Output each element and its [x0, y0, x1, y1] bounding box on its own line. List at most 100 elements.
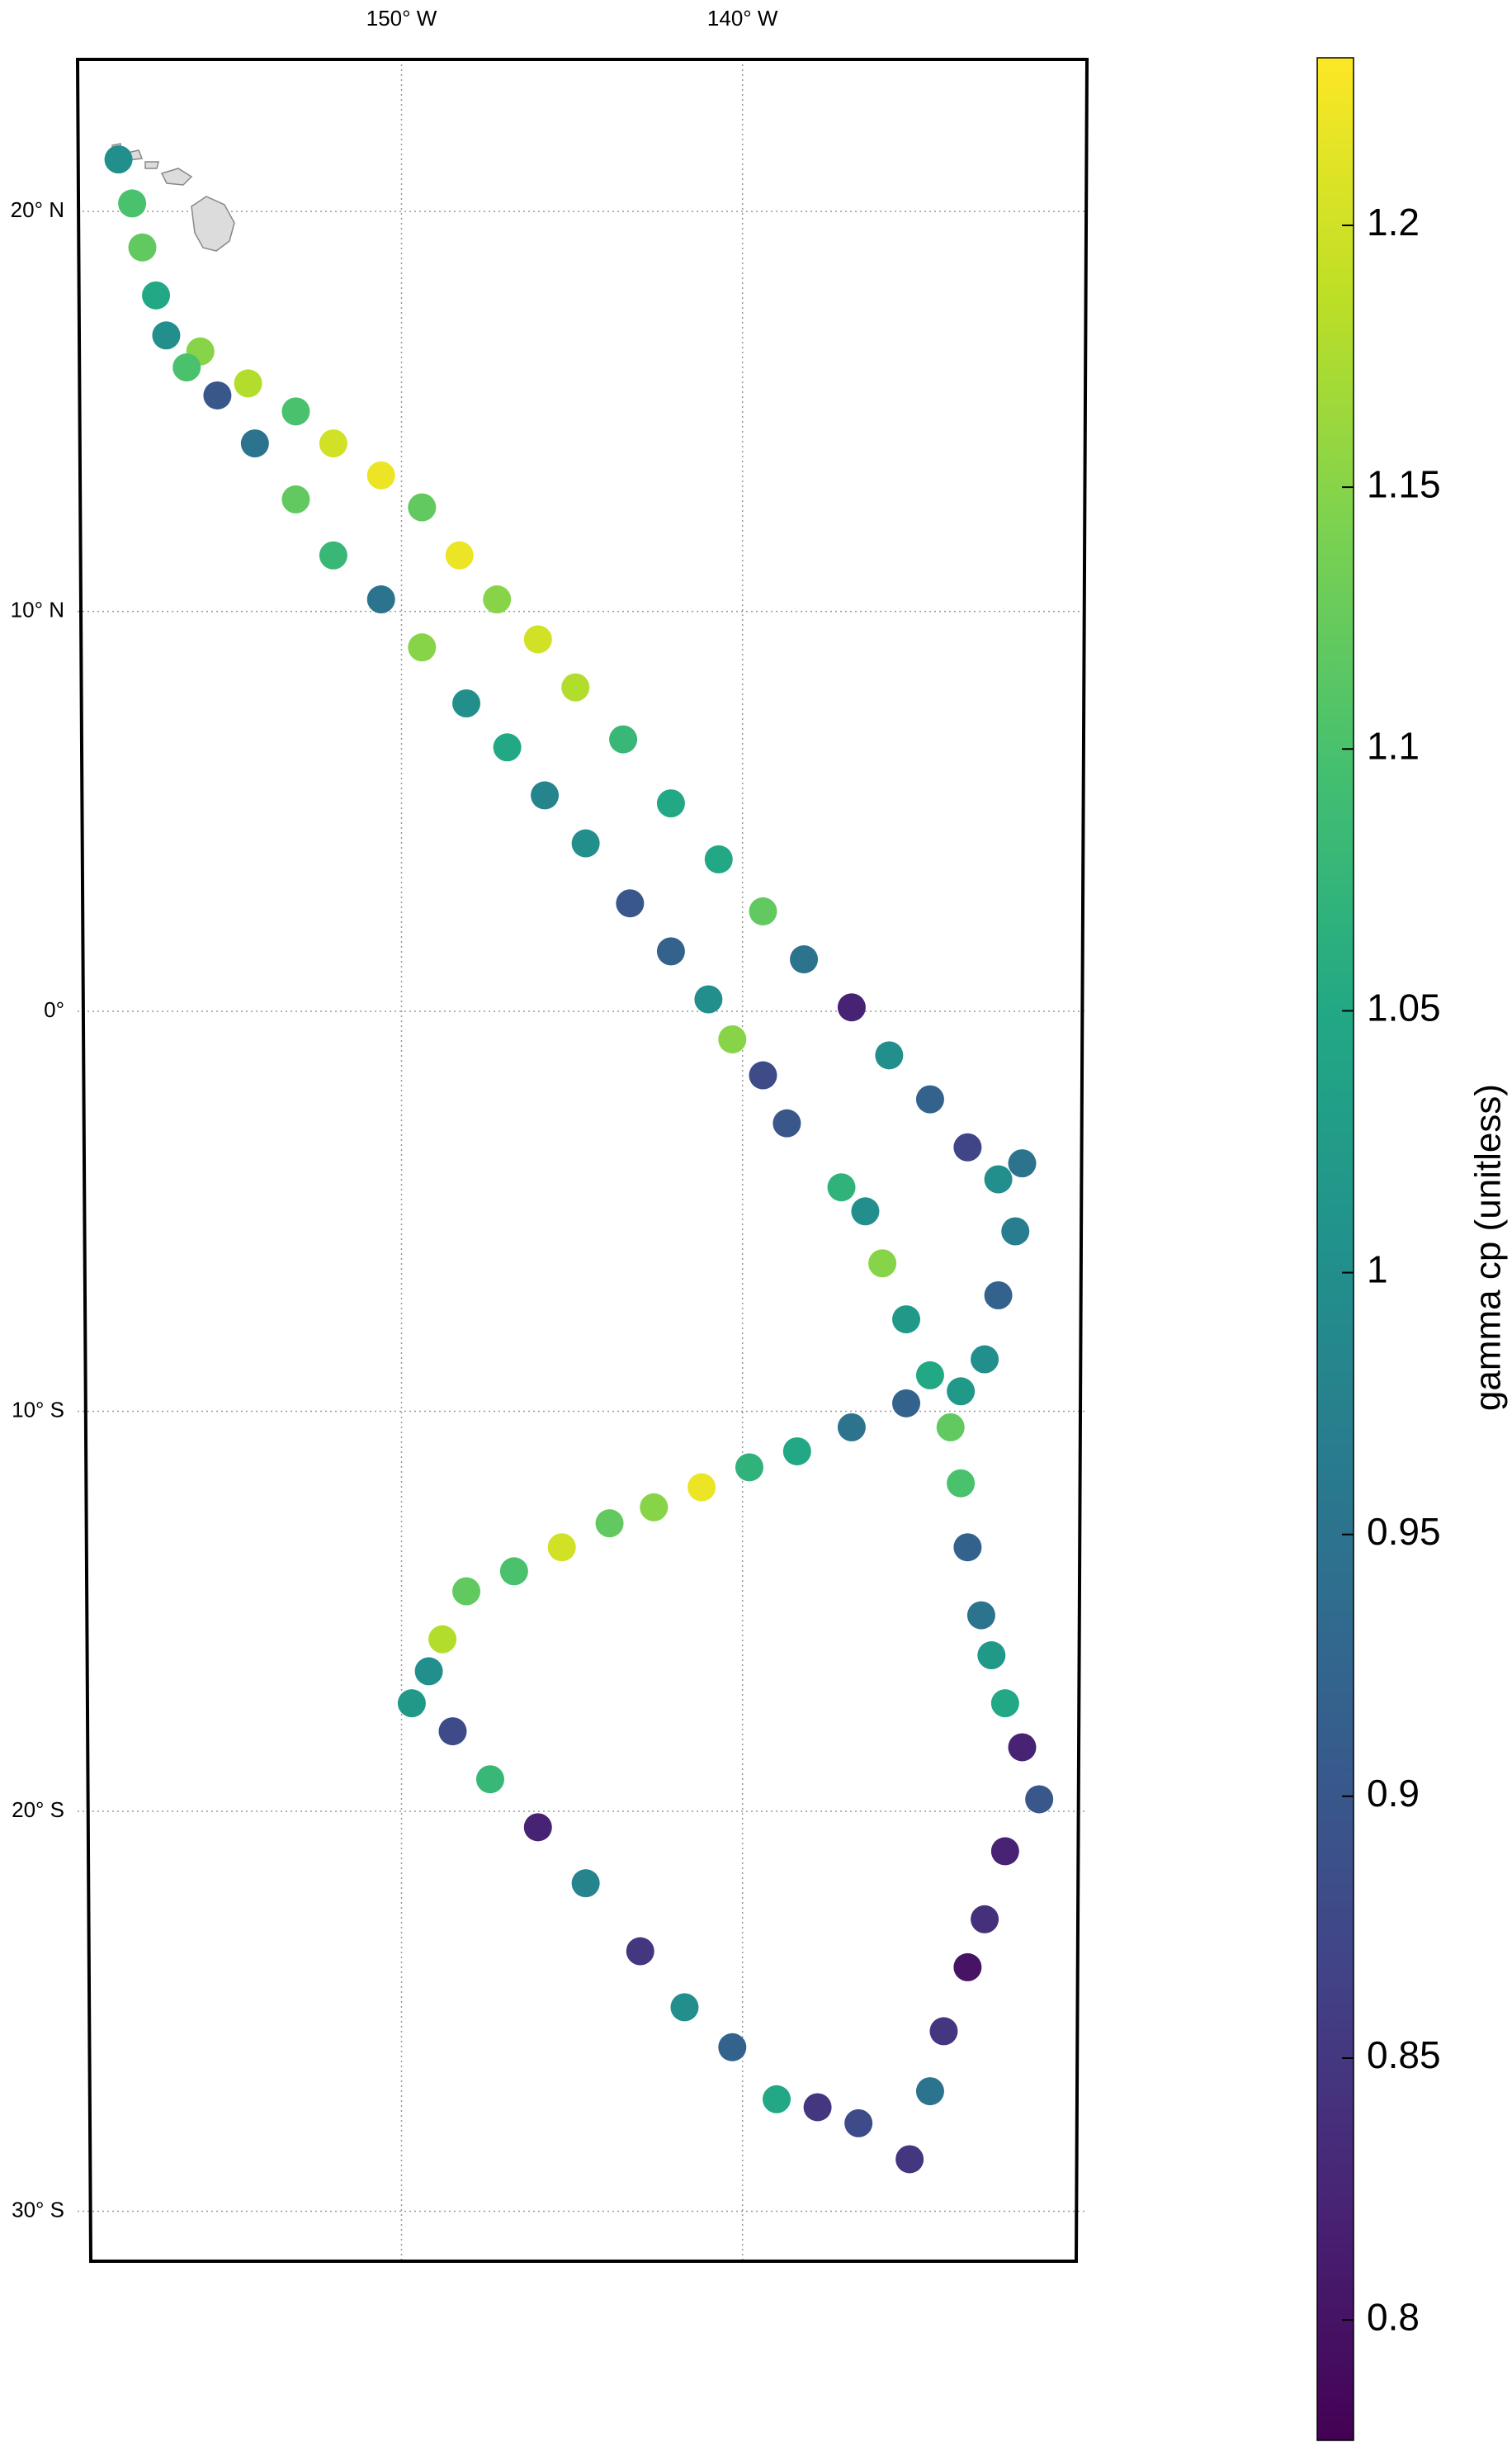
- track-point: [749, 897, 777, 925]
- track-point: [595, 1509, 624, 1538]
- hawaii-islands: [111, 143, 235, 252]
- track-point: [475, 1765, 504, 1794]
- track-point: [977, 1641, 1006, 1670]
- island: [160, 168, 193, 186]
- track-point: [366, 585, 395, 614]
- track-point: [936, 1413, 965, 1441]
- track-point: [128, 233, 157, 262]
- island: [144, 161, 159, 169]
- colorbar: [1316, 57, 1354, 2441]
- colorbar-tick-label: 1.15: [1367, 462, 1441, 505]
- track-point: [234, 369, 262, 398]
- track-point: [104, 145, 133, 174]
- track-point: [735, 1453, 763, 1482]
- track-point: [687, 1473, 716, 1502]
- track-point: [670, 1993, 699, 2022]
- track-point: [892, 1305, 921, 1334]
- track-point: [892, 1389, 921, 1417]
- track-point: [763, 2085, 791, 2113]
- track-point: [929, 2017, 958, 2046]
- track-point: [895, 2145, 924, 2174]
- y-tick-label: 30° S: [12, 2197, 64, 2222]
- track-points: [104, 145, 1054, 2174]
- y-tick-label: 20° S: [12, 1797, 64, 1822]
- track-point: [366, 461, 395, 490]
- track-point: [844, 2108, 873, 2137]
- track-point: [953, 1952, 982, 1981]
- y-tick-label: 20° N: [11, 197, 64, 222]
- track-point: [408, 493, 437, 522]
- track-point: [319, 429, 347, 458]
- track-point: [499, 1557, 528, 1586]
- track-point: [281, 485, 310, 513]
- island: [191, 196, 235, 252]
- track-point: [408, 633, 437, 662]
- track-point: [915, 2077, 944, 2106]
- track-point: [990, 1689, 1019, 1718]
- track-point: [493, 733, 522, 762]
- track-point: [990, 1837, 1019, 1866]
- colorbar-tick-label: 0.95: [1367, 1510, 1441, 1553]
- track-point: [319, 541, 347, 570]
- track-point: [523, 1813, 552, 1842]
- track-point: [837, 1413, 866, 1441]
- colorbar-tick-label: 0.9: [1367, 1772, 1420, 1815]
- track-point: [718, 1025, 747, 1053]
- track-point: [616, 889, 645, 918]
- x-tick-label: 150° W: [366, 6, 437, 31]
- track-point: [172, 353, 201, 382]
- track-point: [1008, 1149, 1037, 1178]
- colorbar-tick-label: 1: [1367, 1248, 1388, 1291]
- map-frame: [75, 58, 1089, 2263]
- colorbar-tick-label: 1.05: [1367, 987, 1441, 1029]
- colorbar-tick-label: 1.2: [1367, 201, 1420, 244]
- track-point: [984, 1281, 1013, 1310]
- track-point: [868, 1249, 897, 1278]
- track-point: [152, 321, 181, 350]
- track-point: [656, 789, 685, 818]
- track-point: [571, 829, 600, 858]
- track-point: [414, 1657, 443, 1686]
- track-point: [118, 189, 147, 218]
- track-point: [626, 1937, 654, 1966]
- track-point: [749, 1061, 777, 1090]
- y-tick-label: 10° N: [11, 597, 64, 622]
- track-point: [790, 945, 819, 974]
- track-point: [656, 937, 685, 966]
- track-point: [953, 1533, 982, 1562]
- track-point: [971, 1905, 999, 1933]
- track-point: [547, 1533, 576, 1562]
- track-point: [966, 1601, 995, 1630]
- track-point: [483, 585, 512, 614]
- track-point: [851, 1197, 880, 1226]
- colorbar-tick-label: 0.8: [1367, 2295, 1420, 2338]
- track-point: [718, 2033, 747, 2061]
- colorbar-label: gamma cp (unitless): [1468, 1084, 1509, 1411]
- track-point: [1008, 1733, 1037, 1762]
- track-point: [203, 381, 232, 409]
- track-point: [782, 1436, 811, 1465]
- track-point: [947, 1377, 976, 1406]
- track-point: [571, 1869, 600, 1898]
- track-point: [445, 541, 474, 570]
- track-point: [397, 1689, 426, 1718]
- track-point: [827, 1173, 856, 1202]
- colorbar-tick-label: 1.1: [1367, 724, 1420, 767]
- track-point: [837, 993, 866, 1022]
- track-point: [694, 985, 723, 1014]
- track-point: [947, 1469, 976, 1498]
- axes: 150° W 140° W 20° N 10° N 0° 10° S 20° S 30° S: [11, 6, 778, 2222]
- y-tick-label: 0°: [44, 997, 64, 1022]
- grid: [78, 59, 1087, 2261]
- track-point: [915, 1085, 944, 1114]
- x-tick-label: 140° W: [707, 6, 778, 31]
- track-point: [640, 1493, 669, 1522]
- track-point: [452, 689, 481, 717]
- track-point: [915, 1361, 944, 1389]
- track-point: [875, 1041, 904, 1070]
- track-point: [452, 1577, 481, 1606]
- colorbar-tick-label: 0.85: [1367, 2033, 1441, 2076]
- track-point: [142, 281, 171, 310]
- track-point: [803, 2093, 832, 2122]
